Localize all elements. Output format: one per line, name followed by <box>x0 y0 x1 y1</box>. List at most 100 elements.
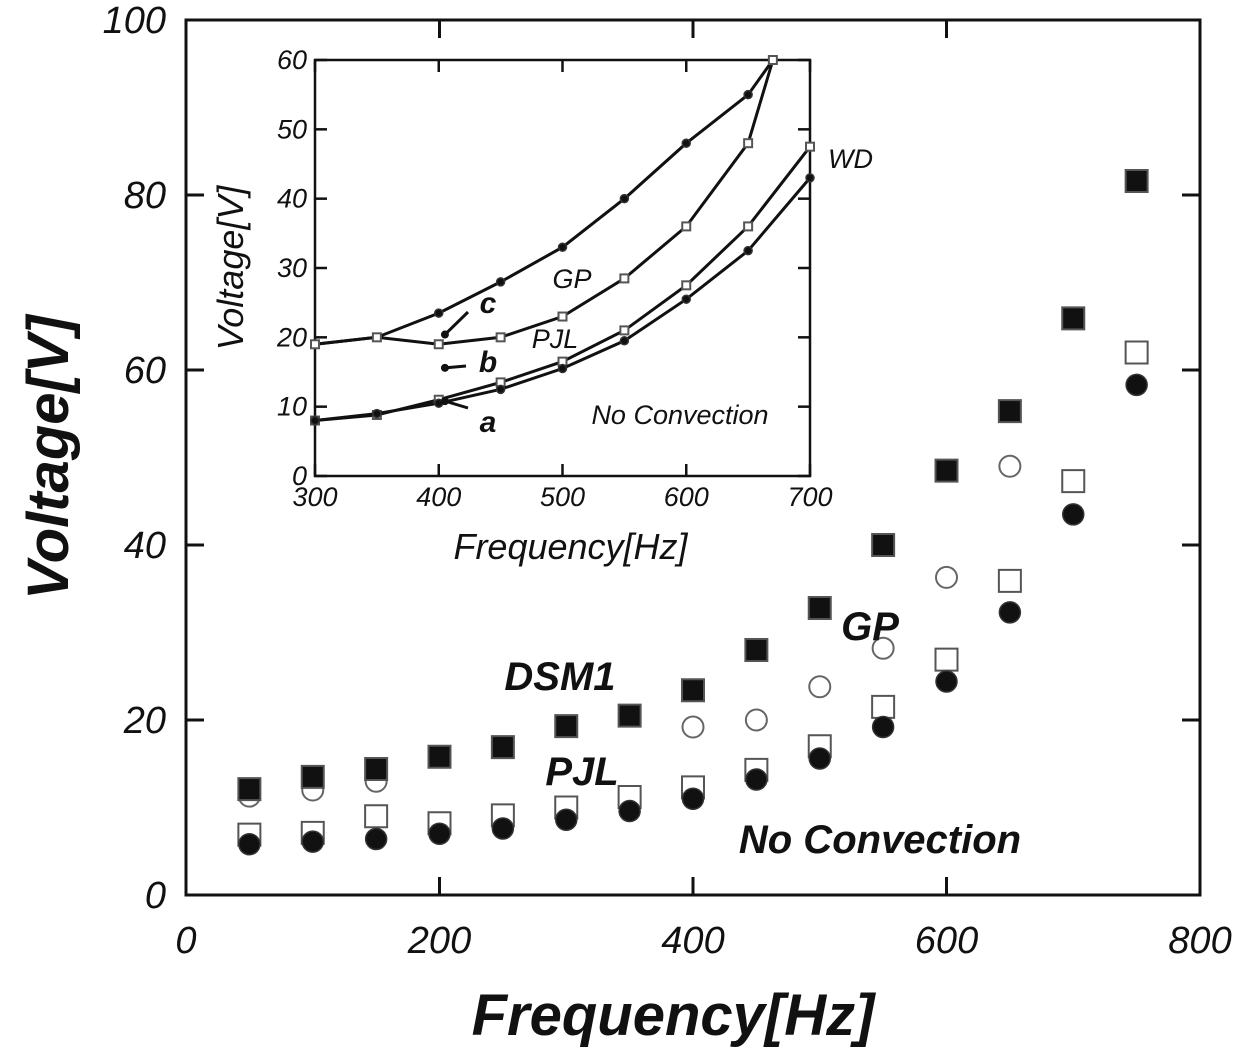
annotation-label: a <box>480 406 497 439</box>
annotation-c: c <box>440 287 497 339</box>
data-point <box>1061 469 1086 494</box>
data-point <box>619 273 630 284</box>
inset-x-axis-title: Frequency[Hz] <box>453 526 688 567</box>
data-point <box>557 242 568 252</box>
data-point <box>1061 306 1086 331</box>
main-x-tick-label: 0 <box>175 920 196 962</box>
annotation-arrow <box>444 399 469 410</box>
main-x-tick-label: 800 <box>1168 920 1231 962</box>
main-y-tick-label: 80 <box>124 175 166 217</box>
inset-y-tick-label: 20 <box>276 322 307 352</box>
data-point <box>619 336 630 346</box>
data-point <box>767 55 778 65</box>
data-point <box>1125 373 1148 397</box>
main-series-label-dsm1: DSM1 <box>504 655 615 699</box>
main-x-tick-label: 600 <box>915 920 978 962</box>
data-point <box>997 568 1022 593</box>
annotation-a: a <box>440 397 497 439</box>
inset-x-tick-label: 400 <box>416 482 461 512</box>
main-x-axis-title: Frequency[Hz] <box>472 983 877 1048</box>
main-y-tick-label: 40 <box>124 525 166 567</box>
data-point <box>490 735 515 760</box>
main-series-label-no-convection: No Convection <box>739 818 1021 862</box>
inset-series-label-pjl: PJL <box>532 324 579 354</box>
inset-y-tick-label: 50 <box>277 114 307 144</box>
data-point <box>871 533 896 557</box>
data-point <box>681 787 705 810</box>
data-point <box>681 221 692 232</box>
data-point <box>935 565 958 589</box>
data-point <box>997 399 1022 424</box>
inset-x-tick-label: 600 <box>664 482 709 512</box>
data-point <box>808 747 831 770</box>
data-point <box>428 822 451 845</box>
inset-y-tick-label: 60 <box>277 45 307 75</box>
data-point <box>617 703 642 728</box>
main-series-no-convection <box>238 373 1148 856</box>
data-point <box>619 325 630 336</box>
data-point <box>434 308 444 318</box>
inset-series-pjl <box>310 55 778 350</box>
data-point <box>934 647 959 672</box>
data-point <box>495 332 506 343</box>
main-x-tick-label: 200 <box>407 920 471 962</box>
data-point <box>237 777 262 802</box>
data-point <box>744 638 769 662</box>
annotation-arrowhead <box>440 397 449 406</box>
data-point <box>495 277 506 287</box>
data-point <box>364 804 389 829</box>
data-point <box>743 89 753 100</box>
data-point <box>743 138 754 149</box>
data-point <box>618 799 641 823</box>
data-point <box>807 596 832 620</box>
annotation-arrow <box>443 310 470 336</box>
main-series-gp <box>237 454 1022 808</box>
data-point <box>310 415 320 426</box>
data-point <box>300 764 325 789</box>
inset-y-axis-title: Voltage[V] <box>210 185 251 351</box>
data-point <box>1124 340 1149 365</box>
data-point <box>805 141 815 152</box>
data-point <box>495 384 506 395</box>
annotation-arrowhead <box>440 330 449 339</box>
data-point <box>364 827 388 851</box>
inset-series-label-no-convection: No Convection <box>591 400 768 430</box>
main-series-label-gp: GP <box>841 605 899 649</box>
annotation-label: c <box>480 287 497 320</box>
data-point <box>238 833 261 856</box>
inset-y-tick-label: 0 <box>292 461 307 491</box>
inset-series-no-convection <box>310 173 815 426</box>
inset-series-label-gp: GP <box>552 264 591 294</box>
data-point <box>871 694 896 719</box>
data-point <box>681 294 691 304</box>
data-point <box>743 221 754 232</box>
data-point <box>805 173 815 183</box>
data-point <box>364 757 389 781</box>
data-point <box>935 670 958 693</box>
data-point <box>554 714 579 739</box>
annotation-arrowhead <box>440 363 449 372</box>
inset-y-tick-label: 30 <box>277 253 307 283</box>
inset-y-tick-label: 10 <box>277 392 307 422</box>
data-point <box>1124 169 1149 193</box>
data-point <box>491 817 515 840</box>
data-point <box>1062 503 1085 526</box>
main-y-tick-label: 20 <box>123 700 166 742</box>
main-y-tick-label: 100 <box>103 0 166 42</box>
annotation-label: b <box>479 346 497 379</box>
data-point <box>744 708 768 732</box>
data-point <box>871 715 895 739</box>
annotation-b: b <box>440 346 497 379</box>
main-series-dsm1 <box>237 169 1149 802</box>
data-point <box>681 138 691 148</box>
main-y-tick-label: 0 <box>145 875 166 917</box>
data-point <box>555 808 578 831</box>
inset-x-tick-label: 500 <box>540 482 585 512</box>
data-point <box>681 715 705 739</box>
data-point <box>808 675 832 699</box>
data-point <box>998 601 1022 624</box>
data-point <box>557 311 568 322</box>
data-point <box>372 408 382 419</box>
inset-x-tick-label: 300 <box>292 482 337 512</box>
